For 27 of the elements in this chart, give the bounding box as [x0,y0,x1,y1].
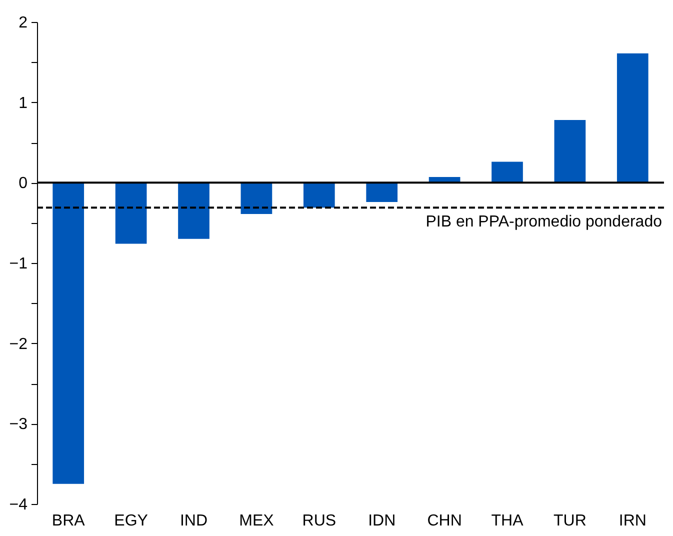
x-tick-label: MEX [239,512,274,530]
y-tick-label: 0 [18,175,28,192]
x-tick-label: IDN [368,512,396,530]
y-tick-label: −3 [9,416,28,434]
y-tick-label: 1 [18,94,28,112]
x-tick-label: THA [491,512,524,530]
x-tick-label: TUR [554,512,586,530]
x-tick-label: RUS [302,512,336,530]
y-tick-label: −1 [9,256,28,272]
y-tick-label: −2 [9,336,28,353]
x-tick-label: IRN [618,512,646,530]
bar [492,162,523,183]
x-tick-label: BRA [52,512,86,530]
bar [52,182,84,484]
bar [554,120,586,183]
x-tick-label: EGY [114,512,148,530]
ref-line-label: PIB en PPA-promedio ponderado [426,214,662,231]
bar [616,53,648,183]
y-tick-label: −4 [9,496,28,514]
x-tick-label: CHN [427,512,462,530]
bar [240,182,272,214]
bar [178,182,210,239]
bar [303,182,335,208]
bar [366,182,398,202]
x-tick-label: IND [180,512,208,530]
y-tick-label: 2 [18,14,28,32]
bar [115,182,147,244]
